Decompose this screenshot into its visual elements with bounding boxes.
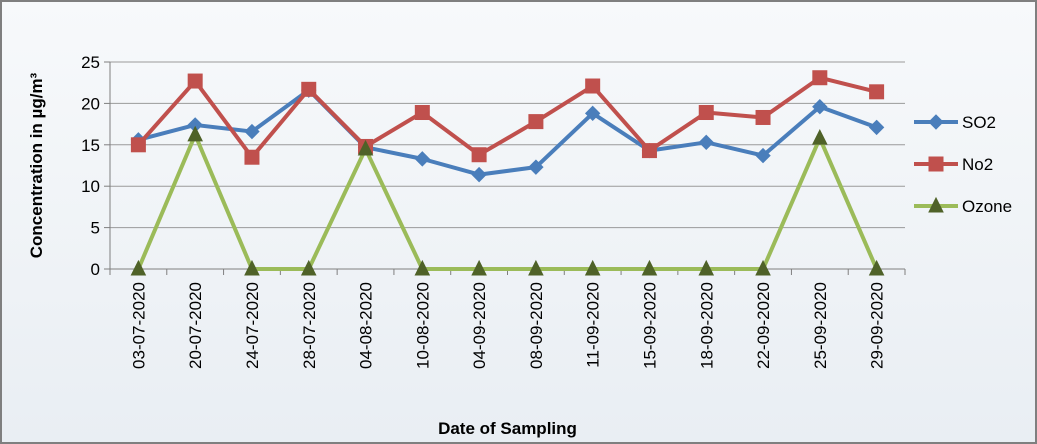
series-line-no2 (136, 75, 878, 160)
data-point-so2 (528, 159, 544, 175)
data-point-no2 (187, 73, 203, 89)
y-axis-title: Concentration in µg/m³ (27, 72, 46, 258)
data-point-no2 (528, 114, 544, 130)
data-point-so2 (471, 166, 487, 183)
y-tick-label: 15 (81, 136, 100, 155)
data-point-ozone (528, 259, 544, 276)
x-axis-title: Date of Sampling (438, 419, 577, 438)
data-point-no2 (471, 147, 487, 163)
data-point-no2 (641, 143, 657, 159)
legend-marker (928, 196, 944, 213)
x-tick-label: 04-09-2020 (470, 282, 489, 369)
x-tick-label: 24-07-2020 (243, 282, 262, 369)
x-tick-label: 29-09-2020 (868, 282, 887, 369)
data-point-ozone (641, 259, 658, 276)
data-point-ozone (414, 259, 431, 276)
data-point-so2 (868, 119, 885, 136)
data-point-ozone (357, 139, 374, 156)
data-point-ozone (698, 259, 715, 276)
series (130, 70, 885, 276)
data-point-ozone (812, 129, 828, 145)
y-tick-label: 25 (81, 53, 100, 72)
axes (104, 61, 906, 275)
series-ozone (130, 125, 885, 276)
data-point-so2 (244, 123, 260, 140)
y-tick-label: 0 (91, 260, 100, 279)
y-tick-label: 5 (91, 219, 100, 238)
legend-item-no2: No2 (914, 155, 993, 174)
series-line-so2 (137, 88, 878, 177)
x-tick-labels: 03-07-2020 20-07-2020 24-07-2020 28-07-2020… (129, 282, 886, 369)
data-point-ozone (755, 259, 771, 276)
x-tick-label: 20-07-2020 (186, 282, 205, 369)
data-point-so2 (584, 105, 601, 122)
data-point-so2 (698, 134, 714, 151)
x-tick-label: 08-09-2020 (527, 282, 546, 369)
gridlines (110, 61, 905, 229)
y-tick-label: 20 (81, 94, 100, 113)
legend-label: No2 (962, 155, 993, 174)
data-point-ozone (471, 259, 487, 276)
x-tick-label: 11-09-2020 (584, 282, 603, 368)
legend-marker (928, 114, 944, 130)
x-tick-label: 28-07-2020 (300, 282, 319, 369)
data-point-so2 (755, 147, 771, 164)
data-point-ozone (244, 259, 260, 276)
data-point-no2 (698, 105, 714, 121)
data-point-ozone (300, 259, 317, 276)
legend-label: SO2 (962, 113, 996, 132)
legend: SO2 No2 Ozone (914, 113, 1012, 216)
x-tick-label: 10-08-2020 (413, 282, 432, 369)
x-tick-label: 18-09-2020 (697, 282, 716, 369)
data-point-so2 (812, 99, 828, 115)
data-point-no2 (301, 81, 317, 97)
data-point-no2 (585, 78, 601, 94)
data-point-no2 (755, 109, 771, 125)
data-point-ozone (130, 259, 147, 276)
x-tick-label: 15-09-2020 (640, 282, 659, 369)
y-tick-label: 10 (81, 177, 100, 196)
data-point-no2 (244, 149, 260, 165)
data-point-ozone (868, 259, 885, 276)
legend-marker (928, 156, 944, 172)
data-point-no2 (414, 105, 430, 121)
data-point-no2 (812, 70, 828, 86)
data-point-no2 (869, 84, 885, 100)
legend-item-ozone: Ozone (914, 196, 1012, 216)
series-line-ozone (136, 132, 879, 271)
series-so2 (130, 82, 885, 183)
data-point-so2 (414, 151, 431, 167)
legend-item-so2: SO2 (914, 113, 996, 132)
data-point-ozone (584, 259, 601, 276)
data-point-ozone (187, 125, 203, 142)
x-tick-label: 04-08-2020 (357, 282, 376, 369)
y-tick-labels: 0 5 10 15 20 25 (81, 53, 100, 279)
data-point-no2 (130, 137, 146, 153)
legend-label: Ozone (962, 197, 1012, 216)
x-tick-label: 25-09-2020 (811, 282, 830, 369)
x-tick-label: 03-07-2020 (129, 282, 148, 369)
x-tick-label: 22-09-2020 (754, 282, 773, 369)
